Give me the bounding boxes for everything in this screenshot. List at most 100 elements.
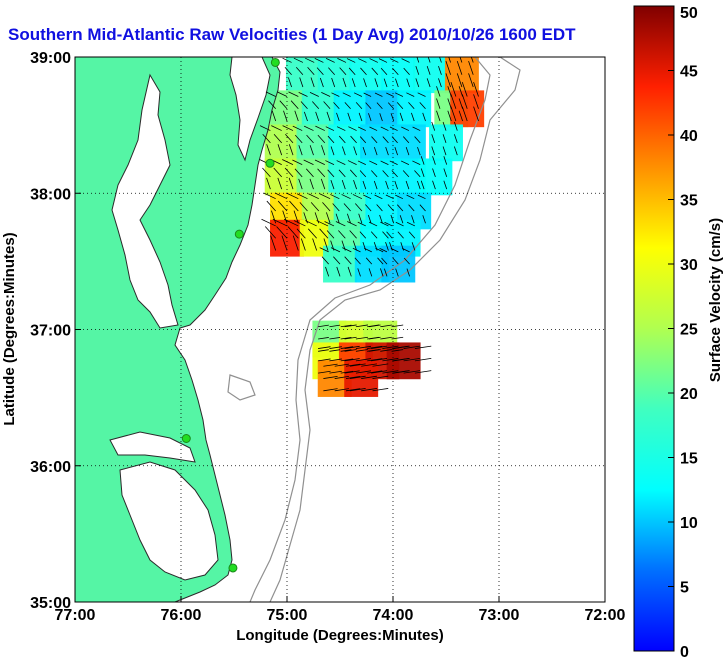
velocity-cell-north bbox=[285, 57, 320, 94]
velocity-vector bbox=[325, 126, 335, 131]
x-tick-label: 73:00 bbox=[479, 607, 520, 624]
velocity-vector bbox=[459, 57, 463, 63]
velocity-vector bbox=[344, 324, 357, 328]
velocity-vector bbox=[385, 194, 394, 200]
velocity-vector bbox=[336, 160, 346, 165]
velocity-vector bbox=[382, 358, 399, 362]
station-marker bbox=[270, 57, 280, 67]
velocity-vector bbox=[442, 146, 447, 156]
colorbar-ticks: 0 5 10 15 20 25 30 35 40 45 50 bbox=[668, 5, 698, 659]
velocity-vector bbox=[331, 77, 336, 88]
velocity-vector bbox=[348, 126, 357, 131]
velocity-vector bbox=[371, 370, 388, 374]
velocity-vector bbox=[352, 240, 357, 251]
velocity-vector bbox=[414, 345, 432, 349]
velocity-vector bbox=[294, 134, 303, 144]
velocity-cell-north bbox=[444, 57, 479, 94]
velocity-vector bbox=[415, 78, 420, 88]
y-axis-ticks: 35:00 36:00 37:00 38:00 39:00 bbox=[30, 50, 81, 612]
velocity-vector bbox=[401, 58, 410, 63]
colorbar-tick-label: 35 bbox=[680, 193, 698, 210]
velocity-vector bbox=[403, 370, 421, 374]
velocity-vector bbox=[414, 136, 421, 144]
velocity-vector bbox=[310, 77, 315, 88]
velocity-vector bbox=[367, 358, 383, 362]
velocity-vector bbox=[450, 106, 457, 122]
velocity-vector bbox=[432, 168, 436, 178]
velocity-vector bbox=[371, 136, 378, 144]
velocity-vector bbox=[468, 73, 474, 88]
velocity-vector bbox=[431, 146, 436, 156]
velocity-vector bbox=[292, 235, 299, 251]
velocity-vector bbox=[271, 210, 277, 224]
velocity-vector bbox=[391, 349, 404, 352]
velocity-vector bbox=[392, 257, 399, 265]
velocity-vector bbox=[284, 67, 292, 75]
colorbar-tick-label: 30 bbox=[680, 257, 698, 274]
velocity-vector bbox=[307, 228, 317, 239]
velocity-vector bbox=[344, 256, 352, 265]
velocity-vector bbox=[394, 147, 398, 156]
velocity-vector bbox=[369, 126, 378, 131]
velocity-vector bbox=[347, 266, 352, 277]
velocity-vector bbox=[377, 257, 384, 265]
velocity-vector bbox=[283, 110, 288, 122]
velocity-vector bbox=[330, 180, 335, 190]
velocity-vector bbox=[382, 231, 389, 239]
velocity-vector bbox=[365, 204, 372, 212]
velocity-vector bbox=[371, 170, 378, 178]
velocity-vector bbox=[316, 67, 324, 75]
velocity-vector bbox=[329, 346, 342, 349]
velocity-vector bbox=[261, 218, 276, 227]
velocity-vector bbox=[368, 113, 372, 122]
colorbar-tick-label: 50 bbox=[680, 5, 698, 22]
velocity-vector bbox=[420, 180, 425, 190]
velocity-vector bbox=[408, 231, 416, 239]
velocity-vector bbox=[340, 370, 354, 374]
velocity-vector bbox=[357, 268, 361, 277]
velocity-vector bbox=[448, 57, 451, 63]
velocity-vector bbox=[355, 102, 363, 110]
velocity-vector bbox=[395, 221, 404, 227]
velocity-cell-north bbox=[349, 57, 384, 94]
velocity-vector bbox=[293, 57, 304, 63]
velocity-vector bbox=[266, 177, 271, 190]
velocity-vector bbox=[264, 226, 276, 239]
velocity-vector bbox=[348, 67, 356, 75]
velocity-vector bbox=[387, 102, 395, 110]
velocity-vector bbox=[415, 65, 420, 75]
velocity-vector bbox=[420, 156, 425, 165]
velocity-vector bbox=[329, 324, 341, 328]
velocity-vector bbox=[305, 220, 317, 227]
colorbar-label: Surface Velocity (cm/s) bbox=[707, 218, 724, 382]
velocity-vector bbox=[355, 345, 372, 349]
velocity-vector bbox=[368, 268, 373, 277]
velocity-vector bbox=[342, 92, 351, 97]
velocity-vector bbox=[340, 324, 352, 328]
velocity-vector bbox=[345, 363, 361, 367]
velocity-vector bbox=[362, 147, 367, 156]
velocity-vector bbox=[293, 210, 299, 224]
velocity-vector bbox=[383, 268, 388, 277]
velocity-vector bbox=[285, 133, 294, 144]
velocity-vector bbox=[453, 121, 458, 131]
velocity-vector bbox=[453, 134, 458, 143]
velocity-vector bbox=[414, 357, 432, 362]
velocity-vector bbox=[368, 221, 378, 227]
velocity-vector bbox=[385, 147, 389, 156]
velocity-vector bbox=[389, 126, 398, 131]
velocity-vector bbox=[332, 203, 340, 212]
velocity-cell-north bbox=[413, 57, 448, 94]
velocity-vector bbox=[370, 231, 378, 239]
velocity-vector bbox=[396, 204, 404, 212]
colorbar-tick-label: 10 bbox=[680, 515, 698, 532]
velocity-vector bbox=[443, 180, 448, 190]
velocity-vector bbox=[396, 102, 404, 110]
velocity-vector bbox=[382, 345, 399, 349]
velocity-vector bbox=[386, 92, 394, 97]
velocity-vector bbox=[314, 58, 324, 63]
velocity-vector bbox=[399, 215, 404, 224]
velocity-vector bbox=[357, 160, 366, 165]
velocity-vector bbox=[405, 180, 410, 190]
velocity-vector bbox=[315, 111, 320, 122]
